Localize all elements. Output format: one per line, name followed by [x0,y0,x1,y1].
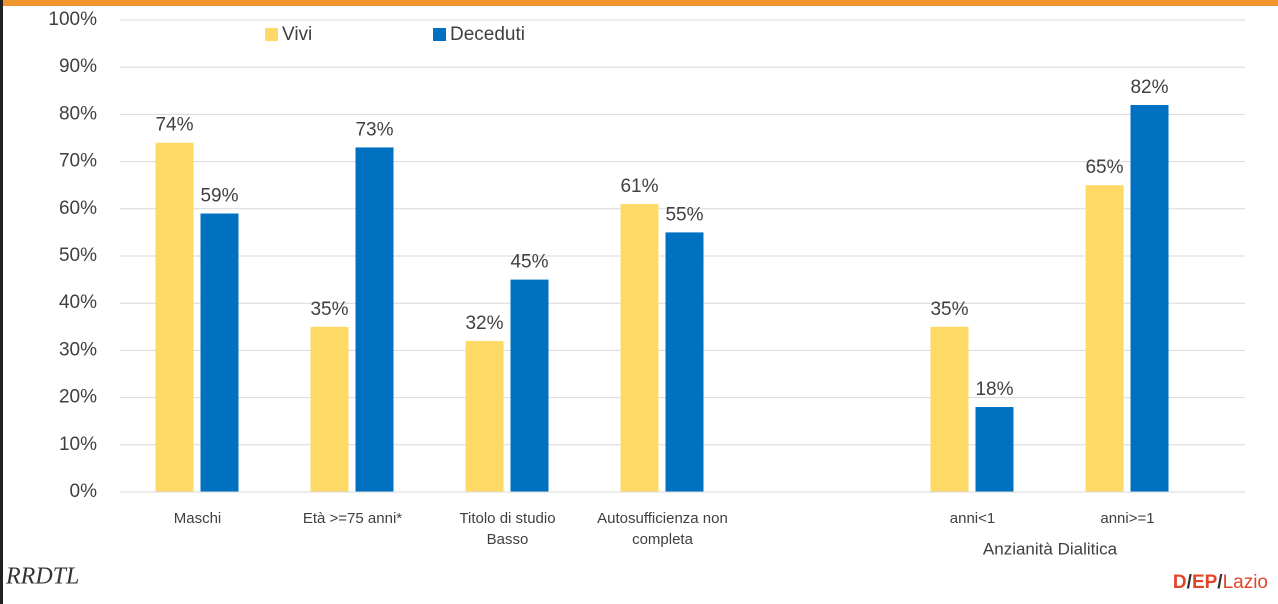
data-label: 82% [1130,77,1168,98]
logo-left: RRDTL [5,564,79,590]
logo-right: D/EP/Lazio [1173,572,1268,593]
data-label: 73% [355,119,393,140]
data-label: 59% [200,186,238,207]
top-band [0,0,1278,6]
x-tick-label: Titolo di studio Basso [459,510,556,548]
bar [355,147,394,492]
bar [510,279,549,492]
bar [1085,185,1124,492]
x-tick-label: anni<1 [949,510,996,527]
bar [975,407,1014,492]
data-label: 61% [620,176,658,197]
data-label: 55% [665,204,703,225]
bar [200,213,239,492]
y-tick-label: 80% [59,103,97,124]
data-label: 18% [975,379,1013,400]
data-label: 45% [510,252,548,273]
logo-slash: / [1217,572,1223,593]
data-label: 35% [930,299,968,320]
y-tick-label: 40% [59,292,97,313]
data-label: 74% [155,115,193,136]
y-tick-label: 100% [48,9,97,30]
data-label: 32% [465,313,503,334]
logo-part: Lazio [1223,572,1268,593]
x-tick-label: anni>=1 [1100,510,1155,527]
logo-slash: / [1187,572,1193,593]
y-tick-label: 20% [59,387,97,408]
x-tick-label: Autosufficienza non completa [597,510,728,548]
data-label: 35% [310,299,348,320]
y-tick-label: 50% [59,245,97,266]
bar [665,232,704,492]
legend-label: Deceduti [450,24,525,45]
bar [1130,104,1169,493]
x-tick-label: Maschi [173,510,222,527]
left-border [0,0,3,604]
bar [930,326,969,492]
y-tick-label: 30% [59,339,97,360]
y-tick-label: 60% [59,198,97,219]
y-tick-label: 70% [59,151,97,172]
bar [465,340,504,492]
bar [310,326,349,492]
y-tick-label: 0% [70,481,98,502]
legend-swatch [433,28,446,41]
bar [620,204,659,492]
legend-swatch [265,28,278,41]
y-tick-label: 10% [59,434,97,455]
logo-part: D [1173,572,1187,593]
x-tick-label: Età >=75 anni* [302,510,403,527]
y-tick-label: 90% [59,56,97,77]
bar [155,142,194,492]
data-label: 65% [1085,157,1123,178]
logo-part: EP [1192,572,1218,593]
legend-label: Vivi [282,24,312,45]
group-label: Anzianità Dialitica [983,539,1118,558]
